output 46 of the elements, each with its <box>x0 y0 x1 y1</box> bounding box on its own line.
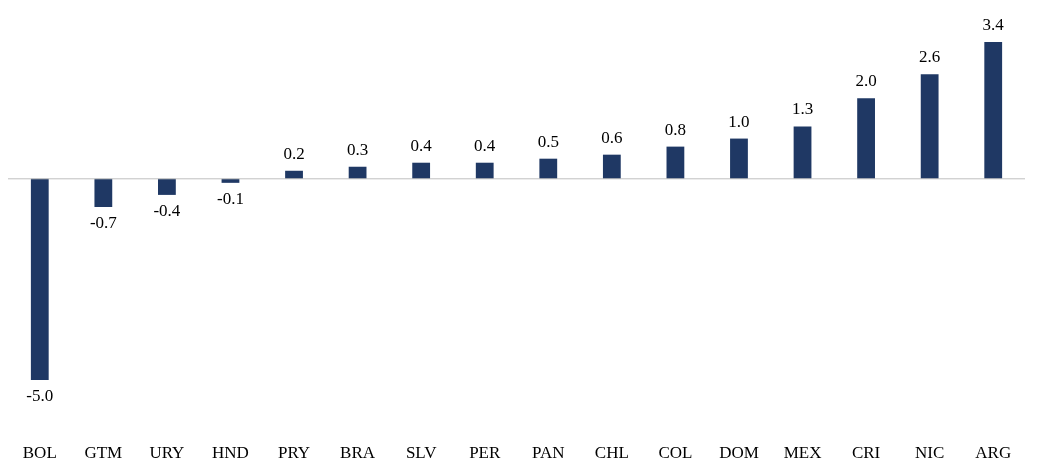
data-label: 1.3 <box>791 99 814 119</box>
data-label: 3.4 <box>982 14 1005 34</box>
bar <box>602 154 621 179</box>
x-tick-label: PER <box>469 443 501 463</box>
x-tick-label: GTM <box>84 443 123 463</box>
x-tick-label: COL <box>658 443 693 463</box>
bar <box>221 178 240 183</box>
x-tick-label: BRA <box>340 443 376 463</box>
bar <box>539 158 558 179</box>
bar <box>920 74 939 179</box>
data-label: 0.5 <box>537 131 559 151</box>
data-label: 2.6 <box>919 47 941 67</box>
data-label: 0.2 <box>283 143 305 163</box>
x-tick-label: CRI <box>851 443 881 463</box>
x-tick-label: CHL <box>594 443 629 463</box>
x-tick-label: SLV <box>405 443 438 463</box>
bar <box>984 42 1003 179</box>
bar <box>158 178 176 195</box>
data-label: -0.4 <box>153 200 181 220</box>
data-label: 0.3 <box>346 139 369 159</box>
x-tick-label: ARG <box>975 443 1012 463</box>
data-label: -5.0 <box>26 385 54 405</box>
data-label: -0.1 <box>217 188 244 208</box>
x-tick-label: PAN <box>532 443 565 463</box>
bar <box>94 178 113 207</box>
x-tick-label: URY <box>149 443 185 463</box>
x-tick-label: MEX <box>783 443 822 463</box>
bar <box>666 146 685 179</box>
x-tick-label: DOM <box>719 443 759 463</box>
data-label: -0.7 <box>89 212 118 232</box>
data-label: 1.0 <box>728 111 750 131</box>
bar <box>857 98 875 179</box>
bar <box>475 162 494 179</box>
bar <box>730 138 748 179</box>
data-label: 0.8 <box>664 119 687 139</box>
x-tick-label: NIC <box>915 443 945 463</box>
data-label: 0.4 <box>410 135 433 155</box>
bar <box>412 162 431 179</box>
data-label: 0.4 <box>474 135 496 155</box>
x-tick-label: HND <box>212 443 249 463</box>
x-tick-label: BOL <box>22 443 57 463</box>
bar <box>30 178 49 380</box>
data-label: 0.6 <box>601 127 623 147</box>
x-tick-label: PRY <box>277 443 311 463</box>
bar <box>793 126 812 179</box>
data-label: 2.0 <box>855 71 877 91</box>
